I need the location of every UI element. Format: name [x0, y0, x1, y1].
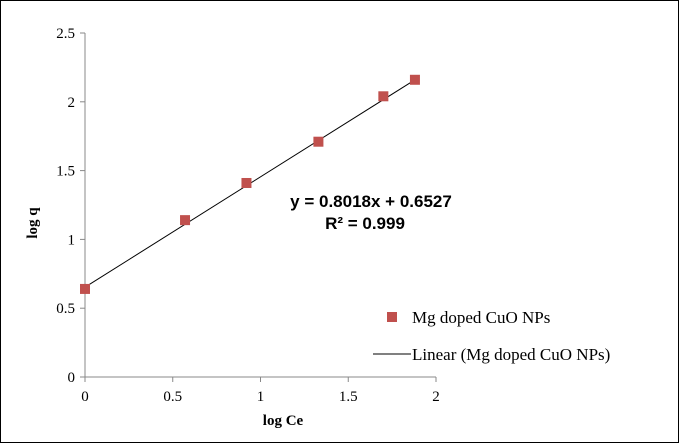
x-ticks: 0 0.5 1 1.5 2	[81, 377, 440, 405]
x-axis-title: log Ce	[263, 413, 304, 429]
y-tick-label: 1	[68, 232, 76, 248]
data-point	[313, 136, 324, 147]
x-tick-label: 0.5	[163, 389, 182, 405]
data-point	[409, 74, 420, 85]
legend-label-series: Mg doped CuO NPs	[412, 308, 550, 327]
y-axis-title: log q	[25, 207, 41, 239]
y-tick-label: 0	[68, 370, 76, 386]
y-tick-label: 2	[68, 95, 76, 111]
data-points	[80, 74, 420, 294]
trendline-equation: y = 0.8018x + 0.6527	[290, 192, 452, 211]
data-point	[378, 91, 389, 102]
x-tick-label: 2	[432, 389, 440, 405]
r-squared-label: R² = 0.999	[325, 214, 405, 233]
y-tick-label: 2.5	[56, 26, 75, 42]
x-tick-label: 0	[81, 389, 89, 405]
x-tick-label: 1.5	[339, 389, 358, 405]
legend-label-trendline: Linear (Mg doped CuO NPs)	[412, 345, 610, 364]
y-ticks: 0 0.5 1 1.5 2 2.5	[56, 26, 85, 386]
data-point	[241, 177, 252, 188]
legend-marker-square	[387, 312, 397, 322]
x-tick-label: 1	[257, 389, 265, 405]
y-tick-label: 1.5	[56, 164, 75, 180]
y-tick-label: 0.5	[56, 301, 75, 317]
data-point	[180, 215, 191, 226]
data-point	[80, 283, 90, 294]
legend: Mg doped CuO NPs Linear (Mg doped CuO NP…	[373, 308, 610, 364]
